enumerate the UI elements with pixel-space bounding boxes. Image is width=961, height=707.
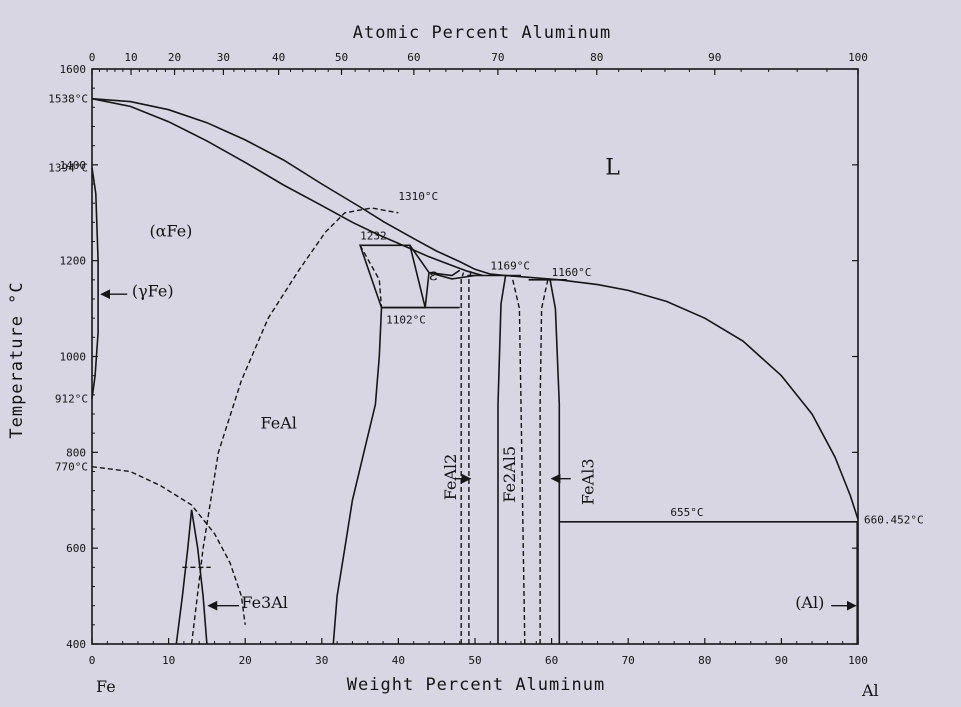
x-tick-label: 90 [775, 654, 788, 667]
x-axis-title: Weight Percent Aluminum [347, 675, 605, 695]
phase-line-eps-right-b [428, 271, 476, 280]
phase-label-alpha-fe: (αFe) [149, 222, 192, 241]
phase-line-feal2-right [468, 271, 472, 644]
phase-line-solidus-fe [91, 97, 483, 277]
phase-label-feal: FeAl [261, 413, 297, 432]
top-tick-label: 0 [89, 51, 96, 64]
annotation-feal-max: 1310°C [398, 190, 438, 203]
phase-line-fe3al-right [190, 509, 208, 645]
phase-label-fe2al5: Fe2Al5 [500, 446, 519, 503]
phase-line-liquidus-fe [91, 97, 506, 277]
top-tick-label: 40 [272, 51, 285, 64]
annotation-eps-top: 1232 [360, 229, 387, 242]
x-tick-label: 100 [848, 654, 868, 667]
fe-label: Fe [96, 677, 116, 696]
bottom-ticks: 0 10 20 30 40 50 60 70 80 90 100 [89, 638, 868, 667]
top-tick-label: 90 [708, 51, 721, 64]
phase-label-epsilon: ε [429, 265, 437, 284]
phase-line-feal3-right [549, 279, 561, 644]
phase-line-fe3al-left [175, 509, 193, 645]
phase-line-eps-right-a [428, 269, 461, 277]
phase-line-alpha-fe-boundary-dashed [190, 207, 399, 645]
al-label: Al [861, 681, 879, 700]
annotation-eutectic: 655°C [670, 506, 703, 519]
phase-label-gamma-fe: (γFe) [132, 282, 174, 301]
x-tick-label: 70 [622, 654, 635, 667]
phase-line-eps-region [358, 244, 430, 309]
top-tick-label: 50 [335, 51, 348, 64]
label-arrows [100, 289, 857, 611]
phase-line-curie [91, 466, 246, 625]
top-axis-title: Atomic Percent Aluminum [353, 23, 611, 43]
annotation-eps-bottom: 1102°C [386, 314, 426, 327]
top-ticks: 0 10 20 30 40 50 60 70 80 90 100 [89, 51, 868, 75]
left-ticks: 400 600 800 1000 1200 1400 1600 [60, 63, 858, 651]
x-tick-label: 20 [239, 654, 252, 667]
top-tick-label: 80 [590, 51, 603, 64]
y-tick-label: 1200 [60, 255, 87, 268]
y-tick-label: 1400 [60, 159, 87, 172]
top-tick-label: 100 [848, 51, 868, 64]
x-tick-label: 30 [315, 654, 328, 667]
plot-frame [91, 68, 859, 645]
top-tick-label: 70 [491, 51, 504, 64]
annotation-al-melt: 660.452°C [864, 513, 924, 526]
phase-line-gamma-loop [91, 167, 99, 399]
y-tick-label: 1000 [60, 351, 87, 364]
phase-line-feal-to-eps-line [359, 244, 383, 308]
phase-label-feal3: FeAl3 [579, 458, 598, 505]
y-tick-label: 400 [66, 638, 86, 651]
phase-line-feal2-left [460, 272, 465, 644]
x-tick-label: 60 [545, 654, 558, 667]
top-tick-label: 30 [217, 51, 230, 64]
y-tick-label: 1600 [60, 63, 87, 76]
phase-line-eps-inner-a [409, 245, 426, 308]
annotation-peritectic-2: 1160°C [552, 266, 592, 279]
annotation-peritectic-1: 1169°C [490, 260, 530, 273]
top-tick-label: 60 [407, 51, 420, 64]
phase-line-fe2al5-right [511, 275, 526, 645]
x-tick-label: 10 [162, 654, 175, 667]
phase-label-liquid: L [605, 155, 620, 180]
x-tick-label: 0 [89, 654, 96, 667]
x-tick-label: 50 [468, 654, 481, 667]
phase-line-feal3-left [539, 279, 549, 644]
temp-label-gamma-upper: 1394°C [48, 162, 88, 175]
temp-label-fe-melt: 1538°C [48, 93, 88, 106]
phase-label-fe3al: Fe3Al [241, 593, 288, 612]
y-tick-label: 600 [66, 542, 86, 555]
top-tick-label: 10 [124, 51, 137, 64]
temp-label-gamma-lower: 912°C [55, 393, 88, 406]
annotations: 1310°C 1232 1102°C 1169°C 1160°C 655°C 660.452… [360, 190, 924, 526]
x-tick-label: 80 [698, 654, 711, 667]
y-tick-label: 800 [66, 446, 86, 459]
temperature-labels: 1538°C 1394°C 912°C 770°C [48, 93, 88, 474]
phase-line-feal-boundary [332, 307, 383, 645]
phase-label-al: (Al) [795, 593, 824, 612]
y-axis-title: Temperature °C [7, 281, 27, 438]
phase-line-fe2al5-left [497, 275, 507, 644]
x-tick-label: 40 [392, 654, 405, 667]
phase-lines [91, 97, 859, 645]
temp-label-curie: 770°C [55, 461, 88, 474]
phase-label-feal2: FeAl2 [441, 454, 460, 501]
top-tick-label: 20 [168, 51, 181, 64]
